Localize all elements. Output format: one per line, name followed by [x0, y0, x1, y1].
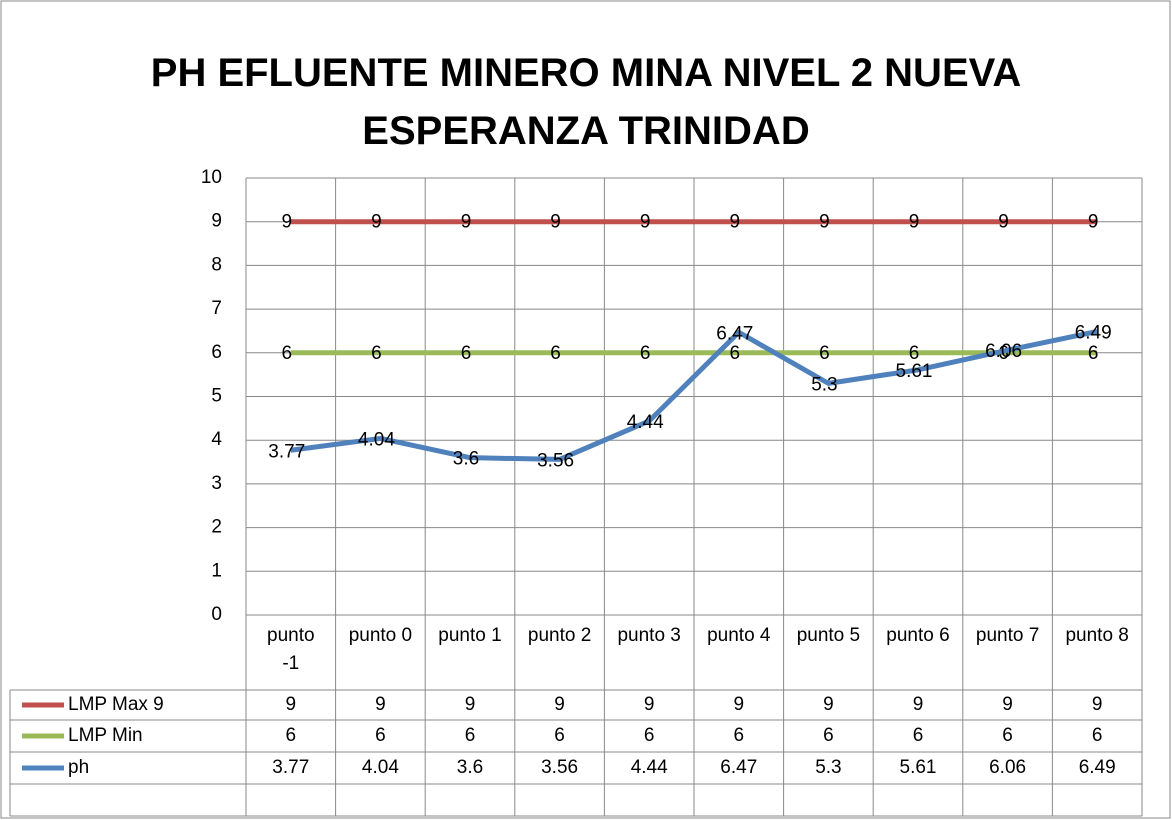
data-label: 5.61: [896, 361, 933, 382]
data-label: 9: [909, 212, 920, 233]
y-tick-label: 7: [211, 298, 222, 319]
data-label: 9: [730, 212, 741, 233]
x-tick-label: punto 8: [1065, 625, 1129, 646]
y-tick-label: 4: [211, 429, 222, 450]
data-label: 9: [819, 212, 830, 233]
table-cell: 6: [1002, 725, 1013, 746]
table-cell: 6: [465, 725, 476, 746]
table-cell: 9: [286, 694, 297, 715]
y-tick-label: 10: [201, 167, 222, 188]
data-label: 6: [1088, 343, 1099, 364]
table-cell: 6: [734, 725, 745, 746]
table-cell: 6: [554, 725, 565, 746]
legend-label: ph: [68, 757, 89, 778]
table-cell: 5.61: [900, 757, 937, 778]
y-tick-label: 1: [211, 560, 222, 581]
table-cell: 3.56: [541, 757, 578, 778]
table-cell: 6: [375, 725, 386, 746]
data-label: 3.77: [268, 441, 305, 462]
table-cell: 9: [465, 694, 476, 715]
x-tick-label: punto 6: [886, 625, 950, 646]
table-cell: 4.04: [362, 757, 399, 778]
data-label: 9: [998, 212, 1009, 233]
x-tick-label: punto 3: [617, 625, 681, 646]
data-label: 5.3: [811, 374, 837, 395]
x-tick-label: punto 5: [796, 625, 861, 646]
table-cell: 9: [823, 694, 834, 715]
data-label: 6.49: [1075, 322, 1112, 343]
chart-title: PH EFLUENTE MINERO MINA NIVEL 2 NUEVA ES…: [150, 51, 1022, 153]
legend-label: LMP Min: [68, 725, 143, 746]
table-cell: 6: [913, 725, 924, 746]
table-cell: 9: [644, 694, 655, 715]
y-tick-label: 2: [211, 517, 222, 538]
data-label: 6: [550, 343, 561, 364]
table-cell: 3.77: [272, 757, 309, 778]
table-cell: 6.47: [720, 757, 757, 778]
table-cell: 6: [823, 725, 834, 746]
y-tick-label: 0: [211, 604, 222, 625]
y-tick-label: 8: [211, 254, 222, 275]
table-cell: 6: [1092, 725, 1103, 746]
table-cell: 9: [1092, 694, 1103, 715]
x-tick-label: punto -1: [267, 625, 315, 674]
series-line: [290, 328, 1098, 462]
data-label: 6: [909, 343, 920, 364]
y-tick-label: 5: [211, 386, 222, 407]
data-label: 6: [461, 343, 472, 364]
data-label: 3.6: [453, 449, 479, 470]
data-label: 6: [282, 343, 293, 364]
table-cell: 4.44: [631, 757, 668, 778]
y-tick-label: 6: [211, 342, 222, 363]
table-cell: 6: [286, 725, 297, 746]
data-label: 6.47: [716, 323, 753, 344]
data-label: 6: [819, 343, 830, 364]
table-cell: 9: [375, 694, 386, 715]
data-label: 9: [640, 212, 651, 233]
table-cell: 3.6: [457, 757, 483, 778]
table-cell: 6.06: [989, 757, 1026, 778]
data-label: 9: [550, 212, 561, 233]
x-tick-label: punto 0: [348, 625, 413, 646]
data-label: 9: [1088, 212, 1099, 233]
table-cell: 9: [554, 694, 565, 715]
table-cell: 9: [734, 694, 745, 715]
data-label: 9: [282, 212, 293, 233]
data-label: 6: [640, 343, 651, 364]
legend-label: LMP Max 9: [68, 694, 164, 715]
y-tick-label: 3: [211, 473, 222, 494]
data-label: 4.04: [358, 429, 395, 450]
y-tick-label: 9: [211, 211, 222, 232]
table-cell: 5.3: [815, 757, 841, 778]
data-label: 6: [730, 343, 741, 364]
table-cell: 9: [1002, 694, 1013, 715]
data-label: 6: [371, 343, 382, 364]
x-tick-label: punto 7: [975, 625, 1040, 646]
table-cell: 9: [913, 694, 924, 715]
data-label: 9: [371, 212, 382, 233]
x-tick-label: punto 1: [438, 625, 502, 646]
table-cell: 6: [644, 725, 655, 746]
x-tick-label: punto 4: [707, 625, 771, 646]
table-cell: 6.49: [1079, 757, 1116, 778]
data-label: 4.44: [627, 412, 664, 433]
data-label: 6.06: [985, 341, 1022, 362]
data-label: 9: [461, 212, 472, 233]
data-label: 3.56: [537, 450, 574, 471]
x-tick-label: punto 2: [527, 625, 592, 646]
